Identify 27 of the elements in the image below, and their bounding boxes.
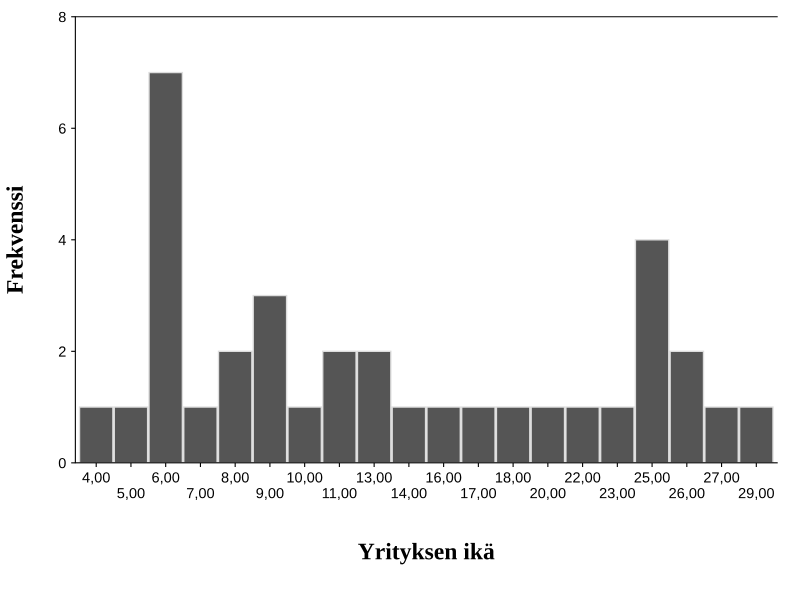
x-tick-label: 7,00: [186, 488, 214, 500]
x-tick-label: 16,00: [426, 472, 462, 484]
y-tick-label: 8: [58, 12, 66, 22]
x-tick-label: 14,00: [392, 488, 427, 500]
x-tick-label: 18,00: [496, 472, 531, 484]
x-tick-label: 8,00: [222, 472, 249, 484]
y-tick-label: 0: [58, 458, 66, 468]
x-tick-label: 5,00: [117, 488, 145, 500]
x-tick-label: 4,00: [82, 472, 110, 484]
x-tick-label: 17,00: [461, 488, 496, 500]
y-tick-label: 6: [58, 123, 66, 134]
x-tick-label: 25,00: [634, 472, 670, 484]
y-tick-label: 4: [58, 235, 66, 246]
x-tick-label: 11,00: [322, 488, 357, 500]
x-tick-label: 27,00: [704, 472, 740, 484]
x-tick-label: 26,00: [669, 488, 704, 500]
x-tick-label: 29,00: [738, 488, 774, 500]
x-tick-label: 20,00: [530, 488, 566, 500]
y-tick-label: 2: [58, 346, 66, 357]
x-tick-label: 23,00: [600, 488, 636, 500]
x-tick-label: 6,00: [152, 472, 180, 484]
x-axis-title: Yrityksen ikä: [358, 542, 494, 564]
x-tick-label: 22,00: [565, 472, 600, 484]
x-tick-label: 13,00: [357, 472, 392, 484]
x-tick-label: 9,00: [256, 488, 284, 500]
x-tick-label: 10,00: [288, 472, 322, 484]
y-axis-title: Frekvenssi: [6, 186, 23, 294]
